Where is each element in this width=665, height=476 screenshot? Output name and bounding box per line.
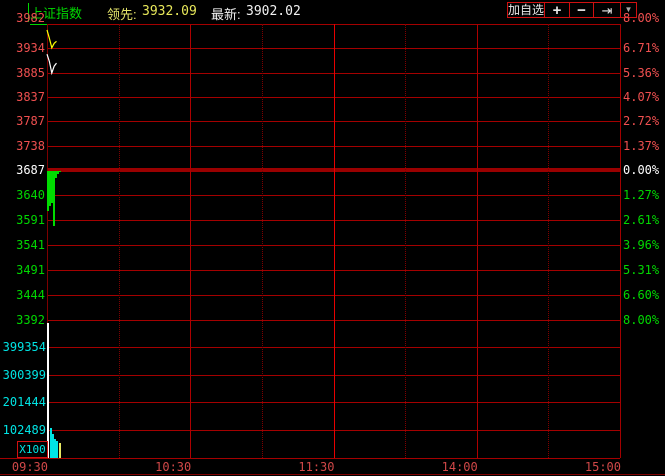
- add-to-watchlist-button[interactable]: 加自选: [507, 2, 545, 18]
- lead-value: 3932.09: [142, 4, 197, 19]
- time-axis-label: 11:30: [298, 460, 335, 474]
- price-axis-label: 3491: [16, 263, 45, 277]
- volume-bar: [56, 441, 59, 458]
- last-value: 3902.02: [246, 4, 301, 19]
- price-axis-label: 3837: [16, 90, 45, 104]
- price-axis-label: 3687: [16, 163, 45, 177]
- price-axis-label: 3885: [16, 65, 45, 80]
- volume-bar: [51, 433, 54, 458]
- chart-plot-area[interactable]: [47, 24, 620, 458]
- volume-axis-label: 201444: [2, 395, 46, 409]
- percent-axis-label: 2.61%: [623, 213, 660, 227]
- hour-gridline: [190, 24, 192, 458]
- price-axis-label: 3444: [16, 288, 45, 302]
- percent-axis-label: 2.72%: [623, 114, 660, 129]
- price-axis-label: 3787: [16, 114, 45, 129]
- last-label: 最新:: [211, 7, 241, 22]
- percent-axis-label: 6.60%: [623, 288, 660, 302]
- volume-bottom-border: [0, 458, 620, 459]
- volume-multiplier-badge: X100: [17, 441, 48, 458]
- volume-axis-label: 102489: [2, 422, 46, 437]
- volume-axis-label: 399354: [2, 340, 46, 354]
- price-axis-label: 3640: [16, 188, 45, 202]
- halfhour-dotted-gridline: [405, 24, 407, 458]
- volume-bar: [46, 323, 49, 458]
- zero-line-down-bar: [58, 171, 61, 173]
- halfhour-dotted-gridline: [261, 24, 263, 458]
- title-caret-decoration: [28, 3, 29, 22]
- time-axis-label: 10:30: [155, 460, 192, 474]
- percent-axis-label: 5.36%: [623, 65, 660, 80]
- halfhour-dotted-gridline: [118, 24, 120, 458]
- zero-line-down-bar: [56, 171, 59, 175]
- volume-bar: [49, 428, 52, 458]
- price-axis-label: 3982: [16, 11, 45, 25]
- percent-axis-label: 8.00%: [623, 313, 660, 327]
- percent-axis-label: 3.96%: [623, 238, 660, 252]
- zero-line-down-bar: [55, 171, 58, 179]
- price-axis-label: 3934: [16, 41, 45, 56]
- window-bottom-border: [0, 474, 665, 475]
- percent-axis-label: 8.00%: [623, 11, 660, 25]
- price-axis-label: 3591: [16, 213, 45, 227]
- halfhour-dotted-gridline: [548, 24, 550, 458]
- volume-bar: [58, 443, 61, 458]
- lead-label: 领先:: [107, 7, 137, 22]
- zero-line-down-bar: [51, 171, 53, 204]
- percent-axis-label: 1.27%: [623, 188, 660, 202]
- price-axis-label: 3392: [16, 313, 45, 327]
- price-axis-label: 3738: [16, 138, 45, 153]
- zoom-out-button[interactable]: −: [569, 2, 594, 18]
- percent-axis-label: 5.31%: [623, 263, 660, 277]
- percent-axis-label: 6.71%: [623, 41, 660, 56]
- percent-axis-label: 1.37%: [623, 138, 660, 153]
- time-axis-label: 14:00: [441, 460, 478, 474]
- jump-to-latest-icon[interactable]: ⇥: [593, 2, 621, 18]
- hour-gridline: [476, 24, 478, 458]
- percent-axis-label: 0.00%: [623, 163, 660, 177]
- zero-line-down-bar: [52, 171, 55, 227]
- time-axis-label: 15:00: [584, 460, 621, 474]
- zero-line-down-bar: [46, 171, 49, 212]
- zoom-in-button[interactable]: +: [544, 2, 570, 18]
- volume-bar: [54, 438, 57, 458]
- chart-right-border: [620, 24, 621, 458]
- chevron-down-icon[interactable]: ▼: [620, 2, 637, 18]
- zero-line-down-bar: [49, 171, 52, 207]
- percent-axis-label: 4.07%: [623, 90, 660, 104]
- volume-axis-label: 300399: [2, 367, 46, 382]
- price-axis-label: 3541: [16, 238, 45, 252]
- session-divider-gridline: [333, 24, 335, 458]
- time-axis-label: 09:30: [11, 460, 48, 474]
- chart-left-border: [47, 24, 48, 458]
